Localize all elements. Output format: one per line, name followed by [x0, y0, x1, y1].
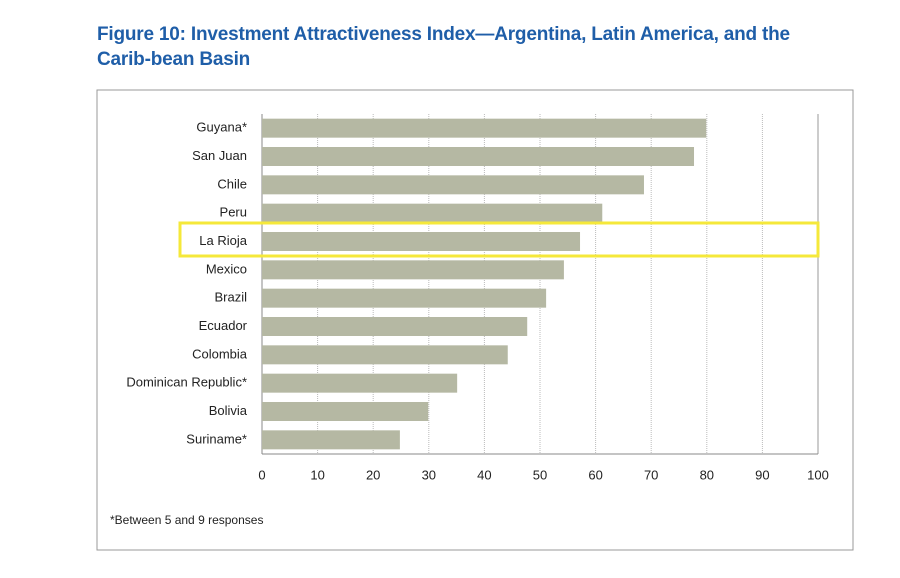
- bar: [262, 118, 707, 138]
- bar: [262, 175, 644, 195]
- x-tick-label: 40: [477, 467, 491, 482]
- bar: [262, 317, 528, 336]
- highlight-box: [178, 221, 820, 258]
- bar: [262, 260, 564, 280]
- y-tick-label: Guyana*: [196, 120, 247, 135]
- bar: [262, 203, 603, 223]
- bar: [262, 232, 581, 251]
- y-tick-label: Ecuador: [199, 318, 248, 333]
- y-tick-label: Dominican Republic*: [126, 375, 247, 390]
- x-tick-label: 100: [807, 467, 829, 482]
- bar: [262, 402, 429, 421]
- y-tick-label: San Juan: [192, 148, 247, 163]
- footnote: *Between 5 and 9 responses: [110, 513, 263, 527]
- x-tick-label: 50: [533, 467, 547, 482]
- x-tick-label: 10: [310, 467, 324, 482]
- y-tick-label: Peru: [220, 205, 247, 220]
- x-tick-label: 90: [755, 467, 769, 482]
- y-tick-label: La Rioja: [199, 233, 247, 248]
- x-tick-label: 70: [644, 467, 658, 482]
- x-tick-label: 0: [258, 467, 265, 482]
- x-tick-label: 30: [422, 467, 436, 482]
- chart-frame: [96, 89, 854, 551]
- y-tick-label: Suriname*: [186, 431, 247, 446]
- x-tick-label: 80: [700, 467, 714, 482]
- y-tick-label: Brazil: [214, 290, 247, 305]
- y-tick-label: Bolivia: [209, 403, 248, 418]
- bar: [262, 373, 458, 393]
- y-tick-label: Mexico: [206, 261, 247, 276]
- bar: [262, 345, 508, 365]
- chart-title: Figure 10: Investment Attractiveness Ind…: [97, 24, 790, 70]
- x-tick-label: 60: [588, 467, 602, 482]
- y-tick-label: Chile: [217, 176, 247, 191]
- y-tick-label: Colombia: [192, 346, 248, 361]
- x-tick-label: 20: [366, 467, 380, 482]
- bar: [262, 288, 547, 308]
- bar: [262, 430, 400, 450]
- bar: [262, 147, 695, 166]
